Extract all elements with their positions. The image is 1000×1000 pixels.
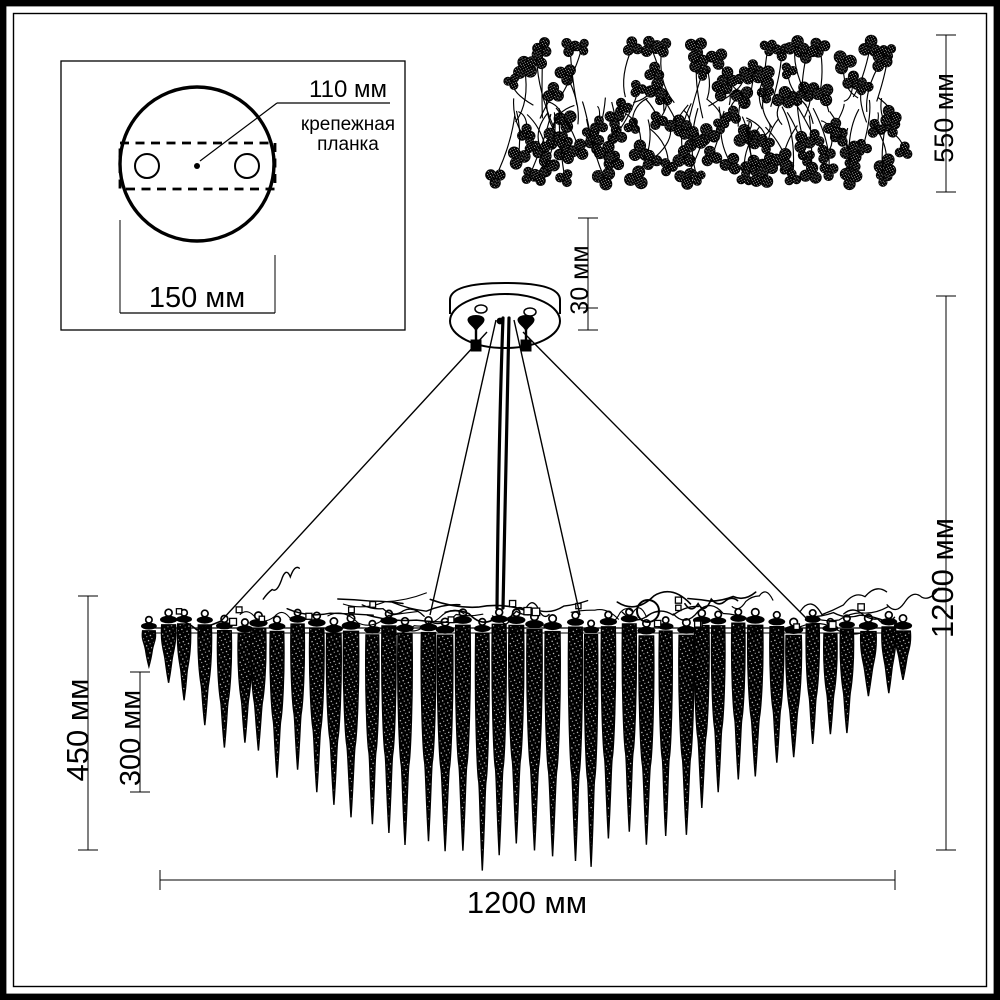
svg-text:110 мм: 110 мм	[309, 76, 387, 103]
svg-text:450 мм: 450 мм	[60, 679, 95, 782]
svg-text:планка: планка	[317, 134, 379, 155]
svg-text:1200 мм: 1200 мм	[925, 518, 960, 638]
svg-text:300 мм: 300 мм	[115, 690, 147, 786]
svg-text:крепежная: крепежная	[301, 114, 395, 135]
svg-text:150 мм: 150 мм	[149, 282, 245, 314]
svg-text:1200 мм: 1200 мм	[467, 885, 587, 920]
svg-text:550 мм: 550 мм	[929, 73, 959, 163]
svg-text:30 мм: 30 мм	[566, 245, 594, 314]
